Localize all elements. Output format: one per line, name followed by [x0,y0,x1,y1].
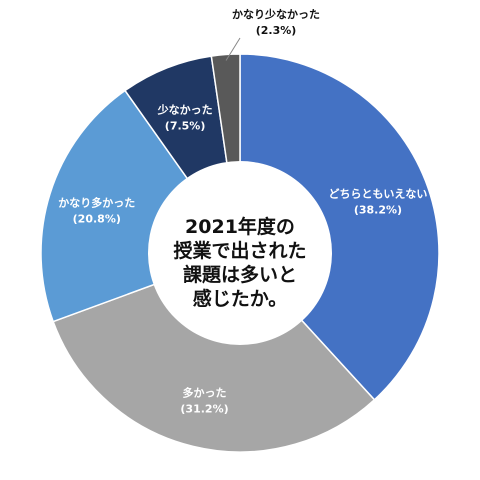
center-title-line-1: 2021年度の [185,215,295,238]
center-title: 2021年度の 授業で出された 課題は多いと 感じたか。 [173,215,306,310]
slice-value-2: (31.2%) [180,403,228,416]
donut-hole [148,161,332,345]
slices-group [40,53,440,453]
slice-value-3: (20.8%) [73,212,121,225]
slice-value-5: (2.3%) [256,24,297,37]
slice-label-5: かなり少なかった [232,7,320,21]
slice-label-3: かなり多かった [58,195,135,209]
center-title-line-4: 感じたか。 [193,287,288,310]
slice-1 [239,53,440,401]
slice-label-1: どちらともいえない [329,187,428,200]
center-title-line-3: 課題は多いと [183,263,297,286]
center-title-line-2: 授業で出された [173,239,306,262]
slice-2 [52,252,376,453]
slice-value-4: (7.5%) [165,120,206,133]
slice-leader-line-5 [225,37,241,61]
slice-label-4: 少なかった [157,103,213,117]
labels-group: どちらともいえない (38.2%) 多かった (31.2%) かなり多かった (20.8%… [58,7,427,416]
slice-label-2: 多かった [183,386,227,400]
slice-value-1: (38.2%) [354,203,402,216]
